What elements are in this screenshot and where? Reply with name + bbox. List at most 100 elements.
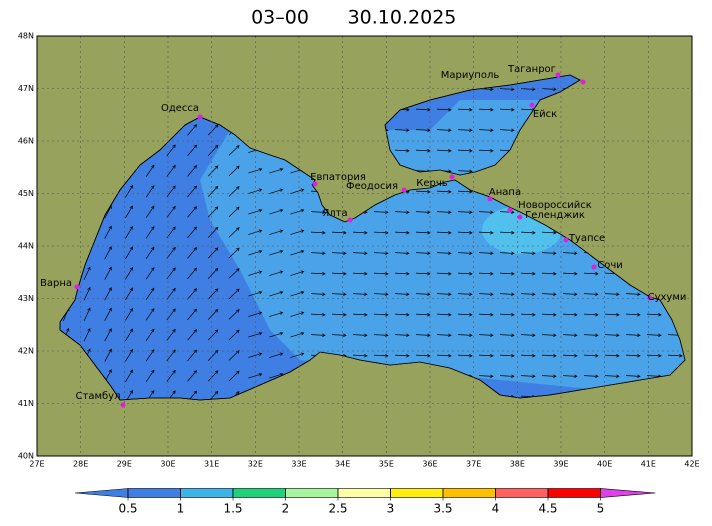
wind-arrow (436, 210, 452, 214)
arrow-shaft (269, 312, 283, 317)
arrow-head (300, 270, 305, 274)
arrow-head (108, 348, 112, 353)
wind-arrow (228, 227, 240, 238)
wind-arrow (541, 333, 557, 337)
arrow-shaft (248, 209, 262, 215)
arrow-shaft (207, 145, 219, 156)
arrow-head (574, 292, 578, 296)
arrow-head (108, 266, 112, 271)
wind-arrow (269, 167, 284, 174)
wind-arrow (604, 333, 620, 337)
arrow-head (172, 205, 176, 210)
city-label: Туапсе (568, 233, 605, 244)
arrow-head (448, 128, 452, 132)
lat-label: 42N (18, 347, 34, 356)
wind-arrow (187, 247, 197, 259)
colorbar-segment (547, 488, 601, 498)
arrow-head (129, 389, 133, 394)
arrow-shaft (541, 334, 557, 336)
arrow-shaft (604, 293, 620, 295)
arrow-shaft (310, 211, 326, 213)
arrow-shaft (269, 291, 283, 297)
arrow-head (364, 230, 368, 235)
arrow-head (448, 230, 452, 235)
arrow-head (427, 251, 431, 255)
wind-arrow (478, 230, 494, 235)
arrow-head (574, 374, 578, 378)
arrow-shaft (457, 252, 473, 254)
colorbar-segment (495, 488, 549, 498)
arrow-shaft (104, 267, 112, 280)
arrow-shaft (187, 349, 197, 362)
wind-arrow (269, 331, 284, 338)
arrow-shaft (646, 313, 662, 316)
arrow-head (490, 148, 494, 153)
arrow-shaft (499, 313, 515, 316)
arrow-shaft (562, 252, 578, 254)
wind-arrow (187, 185, 197, 198)
arrow-shaft (478, 293, 494, 295)
wind-arrow (331, 271, 347, 276)
wind-arrow (166, 369, 176, 382)
arrow-shaft (562, 272, 578, 275)
arrow-head (108, 328, 112, 332)
arrow-head (300, 290, 305, 295)
arrow-shaft (145, 288, 155, 300)
city-dot (74, 284, 80, 290)
wind-arrow (104, 266, 112, 280)
arrow-head (511, 353, 515, 358)
wind-arrow (352, 271, 368, 276)
wind-arrow (394, 128, 410, 132)
wind-arrow (145, 164, 155, 177)
wind-arrow (290, 188, 305, 194)
arrow-shaft (248, 168, 262, 174)
arrow-head (427, 148, 431, 153)
arrow-head (172, 287, 176, 292)
arrow-head (511, 292, 515, 296)
wind-arrow (478, 374, 494, 378)
arrow-head (172, 267, 176, 271)
arrow-head (129, 369, 133, 374)
arrow-shaft (125, 308, 133, 321)
arrow-head (279, 208, 284, 213)
wind-arrow (352, 292, 368, 296)
wind-arrow (269, 290, 284, 297)
arrow-head (364, 251, 368, 255)
arrow-head (214, 329, 219, 333)
wind-arrow (415, 148, 431, 153)
wind-arrow (436, 189, 452, 194)
arrow-head (343, 251, 347, 255)
arrow-shaft (228, 186, 240, 197)
arrow-head (193, 370, 197, 374)
arrow-head (193, 329, 197, 333)
arrow-head (108, 307, 112, 312)
arrow-head (108, 369, 112, 373)
arrow-shaft (562, 313, 578, 316)
arrow-shaft (415, 149, 431, 152)
wind-arrow (394, 251, 410, 255)
wind-arrow (583, 353, 599, 358)
arrow-shaft (541, 272, 557, 275)
arrow-shaft (166, 185, 176, 198)
arrow-shaft (228, 165, 240, 177)
arrow-head (151, 390, 155, 394)
arrow-head (448, 148, 452, 153)
arrow-head (637, 292, 641, 296)
arrow-head (616, 333, 620, 337)
arrow-shaft (125, 328, 133, 342)
arrow-shaft (187, 308, 197, 321)
arrow-shaft (145, 165, 155, 177)
arrow-shaft (541, 293, 557, 295)
wind-arrow (83, 328, 91, 342)
arrow-head (616, 374, 620, 378)
wind-arrow (207, 165, 219, 177)
arrow-shaft (541, 375, 557, 377)
arrow-shaft (415, 231, 431, 234)
wind-arrow (104, 225, 112, 239)
arrow-head (172, 144, 176, 148)
arrow-shaft (104, 349, 112, 362)
arrow-shaft (187, 288, 197, 300)
arrow-head (236, 186, 240, 190)
arrow-shaft (83, 267, 91, 280)
arrow-head (193, 349, 197, 354)
